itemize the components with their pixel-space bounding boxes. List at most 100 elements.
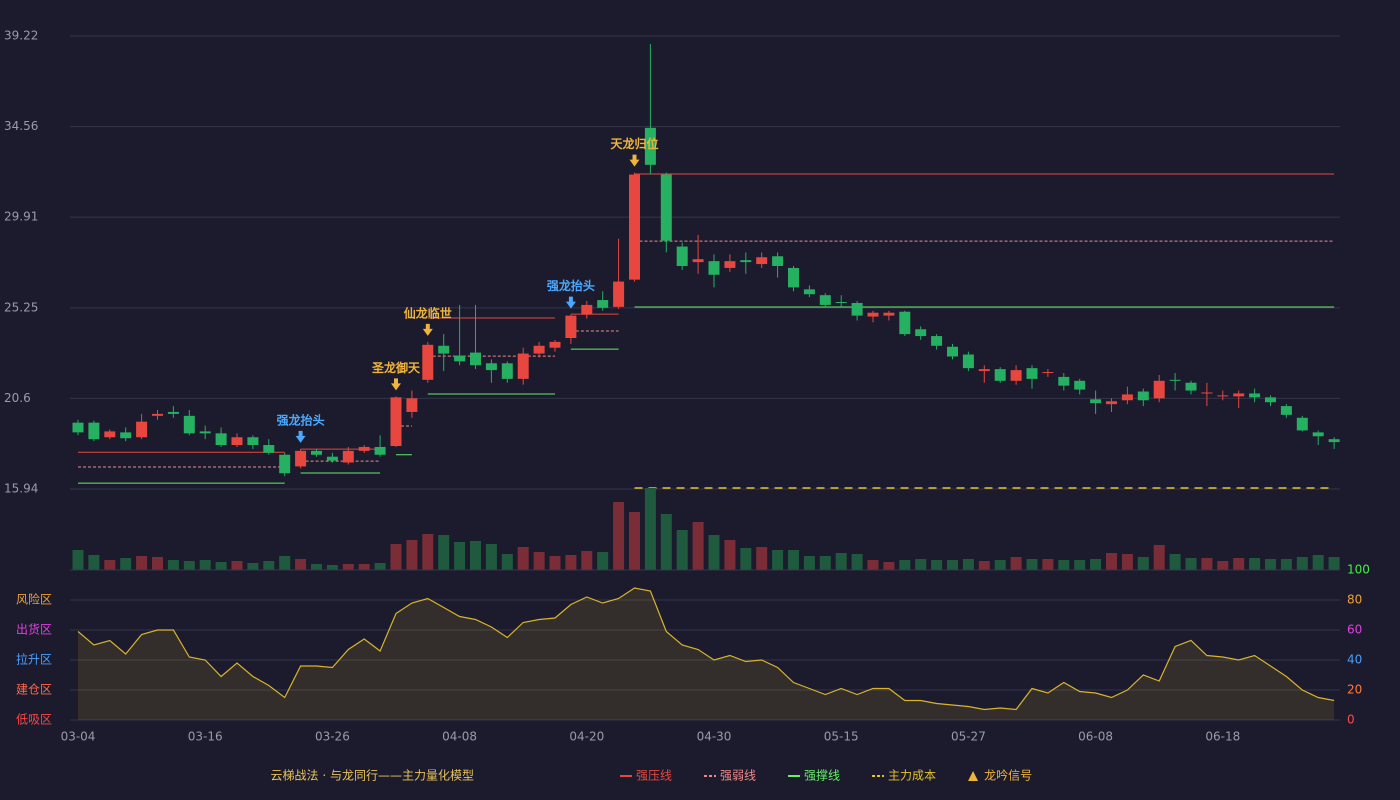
volume-bar xyxy=(1201,558,1213,570)
volume-bar xyxy=(962,559,974,570)
volume-bar xyxy=(183,561,195,570)
x-tick-label: 06-08 xyxy=(1078,730,1113,744)
candle-body xyxy=(88,422,100,440)
y2-tick-label: 80 xyxy=(1347,593,1362,607)
candle-body xyxy=(72,422,84,433)
zone-label: 低吸区 xyxy=(16,713,52,727)
candle-body xyxy=(358,446,370,451)
volume-bar xyxy=(231,561,243,570)
volume-bar xyxy=(851,554,863,570)
candle-body xyxy=(1106,401,1117,405)
candle-body xyxy=(517,353,529,379)
candle-body xyxy=(1280,406,1292,415)
volume-bar xyxy=(931,560,943,570)
candle-body xyxy=(899,311,911,335)
candle-body xyxy=(231,437,243,446)
x-tick-label: 03-04 xyxy=(61,730,96,744)
volume-bar xyxy=(517,547,529,570)
candle-body xyxy=(867,312,879,317)
volume-bar xyxy=(803,556,815,570)
volume-bar xyxy=(994,560,1006,570)
signal-label: 天龙归位 xyxy=(610,136,658,151)
volume-bar xyxy=(1090,559,1102,570)
volume-bar xyxy=(1026,559,1038,570)
x-tick-label: 05-27 xyxy=(951,730,986,744)
candle-body xyxy=(390,397,402,446)
volume-bar xyxy=(660,514,672,570)
signal-arrow xyxy=(422,323,433,336)
candle-body xyxy=(199,431,211,434)
candle-body xyxy=(1265,397,1276,403)
candle-body xyxy=(1010,370,1022,381)
y-tick-label: 39.22 xyxy=(4,29,38,43)
indicator-line xyxy=(77,587,1335,711)
volume-bar xyxy=(167,560,179,570)
volume-bar xyxy=(756,547,768,570)
candle-body xyxy=(406,398,418,412)
candle-body xyxy=(279,454,291,474)
candle-body xyxy=(1328,439,1340,443)
y2-tick-label: 60 xyxy=(1347,623,1362,637)
volume-bar xyxy=(485,544,497,570)
footer-title: 云梯战法 · 与龙同行——主力量化模型 xyxy=(271,769,474,783)
x-tick-label: 03-26 xyxy=(315,730,350,744)
candle-body xyxy=(342,450,354,463)
signal-label: 圣龙御天 xyxy=(371,360,421,375)
legend-label: 龙吟信号 xyxy=(984,768,1032,783)
candle-body xyxy=(1249,393,1261,398)
volume-bar xyxy=(1217,561,1229,570)
volume-bar xyxy=(581,551,593,570)
volume-bar xyxy=(1074,560,1086,570)
x-tick-label: 05-15 xyxy=(824,730,859,744)
candle-body xyxy=(438,345,450,354)
candle-body xyxy=(676,246,688,267)
candle-body xyxy=(1058,376,1070,386)
volume-bar xyxy=(470,541,481,570)
candle-body xyxy=(1312,432,1324,437)
volume-bar xyxy=(899,560,911,570)
candle-body xyxy=(1296,417,1308,431)
candle-body xyxy=(485,363,497,371)
volume-bar xyxy=(772,550,784,570)
volume-bar xyxy=(1121,554,1133,570)
candle-body xyxy=(819,295,831,305)
volume-bar xyxy=(215,562,227,570)
volume-bar xyxy=(279,556,291,570)
candle-body xyxy=(1042,372,1054,374)
volume-bar xyxy=(724,540,736,570)
volume-bar xyxy=(247,563,259,570)
candle-body xyxy=(501,363,513,379)
legend-label: 强撑线 xyxy=(804,768,840,783)
volume-bar xyxy=(1153,545,1165,570)
volume-bar xyxy=(883,562,895,570)
candle-body xyxy=(167,411,179,414)
volume-bar xyxy=(136,556,148,570)
volume-bar xyxy=(342,564,354,570)
zone-label: 出货区 xyxy=(16,622,52,637)
volume-bar xyxy=(1169,554,1181,570)
volume-bar xyxy=(788,550,799,570)
volume-bar xyxy=(263,561,275,570)
volume-bar xyxy=(819,556,831,570)
volume-bar xyxy=(835,553,847,570)
candle-body xyxy=(1217,395,1229,397)
candle-body xyxy=(263,445,275,453)
volume-bar xyxy=(708,535,720,570)
volume-bar xyxy=(1233,558,1245,570)
volume-bar xyxy=(549,556,561,570)
candle-body xyxy=(1026,368,1038,379)
candle-body xyxy=(740,260,752,263)
volume-bar xyxy=(1312,555,1324,570)
candle-body xyxy=(803,289,815,295)
volume-bar xyxy=(1296,557,1308,570)
candle-body xyxy=(597,300,609,308)
candle-body xyxy=(835,302,847,304)
candle-body xyxy=(629,174,640,280)
volume-bar xyxy=(1249,558,1261,570)
volume-bar xyxy=(947,560,958,570)
candle-body xyxy=(1185,382,1197,391)
candle-body xyxy=(962,354,974,369)
legend-label: 强弱线 xyxy=(720,769,756,783)
indicator-area xyxy=(78,588,1335,720)
